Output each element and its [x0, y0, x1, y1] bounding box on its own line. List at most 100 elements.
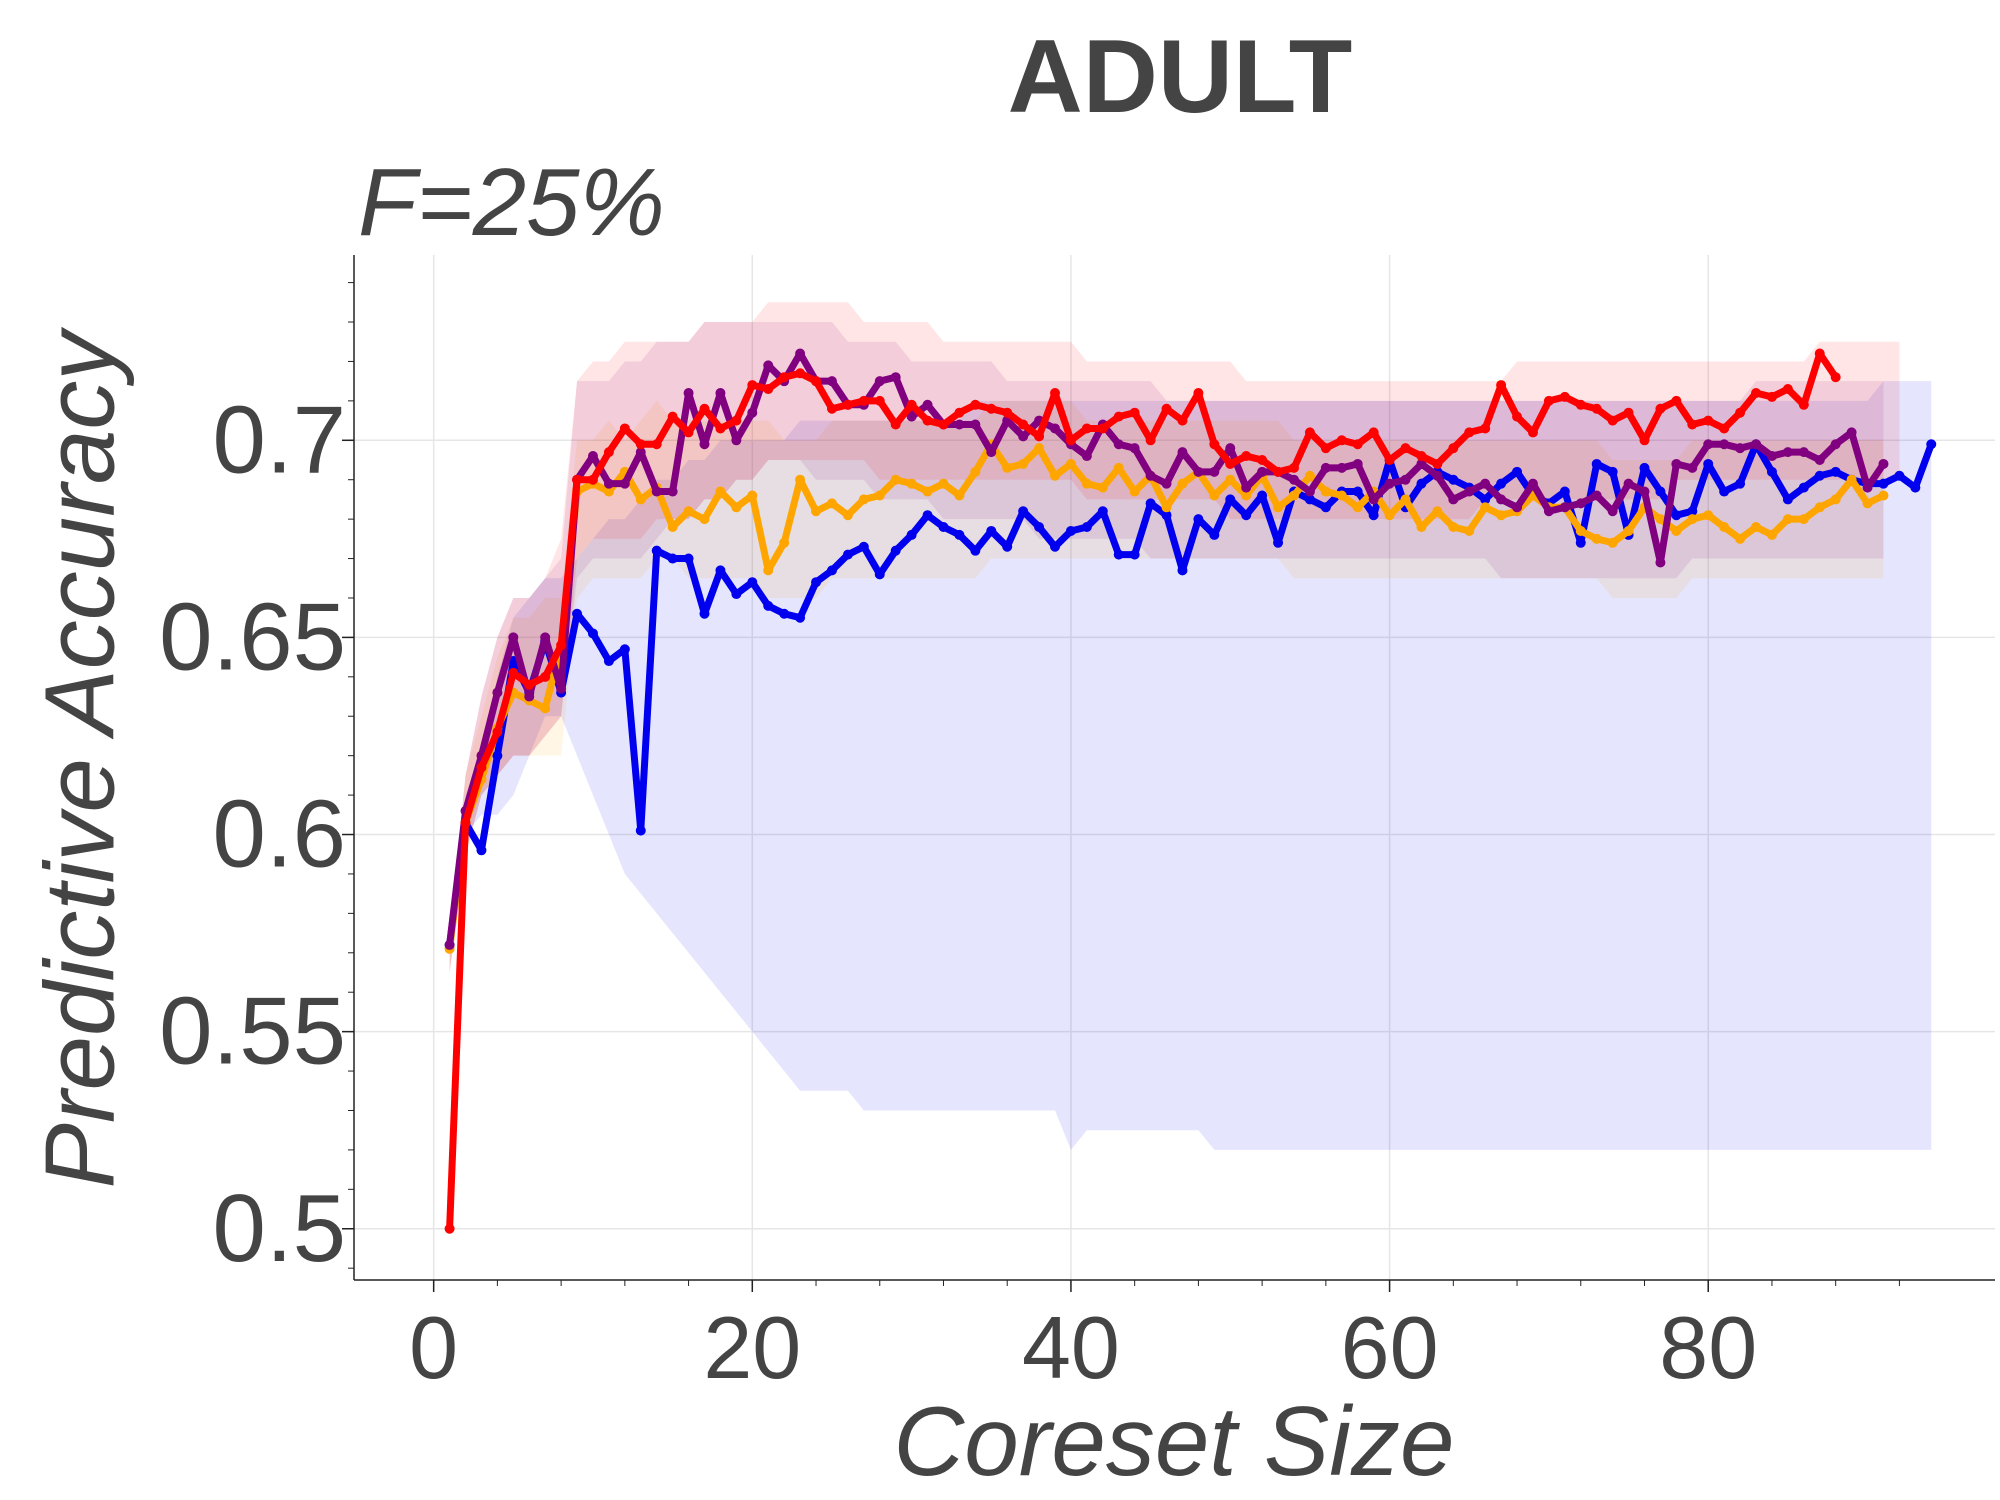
data-point	[1129, 549, 1140, 560]
data-point	[1543, 506, 1554, 517]
data-point	[1050, 470, 1061, 481]
data-point	[1416, 451, 1427, 462]
data-point	[1257, 466, 1268, 477]
data-point	[1559, 502, 1570, 513]
data-point	[1623, 525, 1634, 536]
data-point	[1304, 486, 1315, 497]
data-point	[1034, 522, 1045, 533]
data-point	[1623, 478, 1634, 489]
x-tick-label: 80	[1659, 1298, 1757, 1397]
data-point	[1830, 466, 1841, 477]
data-point	[1575, 399, 1586, 410]
data-point	[1798, 514, 1809, 525]
data-point	[715, 486, 726, 497]
data-point	[970, 399, 981, 410]
data-point	[1512, 411, 1523, 422]
data-point	[1432, 458, 1443, 469]
data-point	[1288, 462, 1299, 473]
data-point	[1814, 455, 1825, 465]
data-point	[922, 486, 933, 497]
data-point	[619, 423, 630, 434]
data-point	[603, 447, 614, 458]
confidence-band-4	[449, 302, 1900, 973]
data-point	[1145, 498, 1156, 509]
data-point	[1480, 478, 1491, 489]
data-point	[1002, 541, 1013, 552]
data-point	[1384, 455, 1395, 465]
data-point	[747, 380, 758, 391]
data-point	[731, 415, 742, 426]
data-point	[699, 608, 710, 619]
data-point	[858, 395, 869, 406]
data-point	[699, 403, 710, 414]
data-point	[1161, 502, 1172, 513]
data-point	[1862, 498, 1873, 509]
data-point	[1050, 387, 1061, 398]
x-tick-label: 40	[1022, 1298, 1120, 1397]
data-point	[476, 845, 487, 856]
data-point	[1368, 494, 1379, 505]
data-point	[858, 541, 869, 552]
data-point	[524, 679, 535, 690]
data-point	[1464, 525, 1475, 536]
data-point	[1830, 439, 1841, 450]
data-point	[906, 399, 917, 410]
series-line-4	[446, 350, 1840, 1233]
series-line-1	[446, 440, 1935, 949]
data-point	[492, 687, 503, 698]
data-point	[779, 537, 790, 548]
data-point	[1002, 407, 1013, 418]
data-point	[1209, 529, 1220, 540]
data-point	[667, 522, 678, 533]
data-point	[1512, 502, 1523, 513]
data-point	[954, 407, 965, 418]
data-point	[874, 376, 885, 387]
data-point	[1400, 443, 1411, 454]
data-point	[1050, 423, 1061, 434]
data-point	[890, 474, 901, 485]
grid-lines	[354, 255, 1995, 1280]
data-point	[747, 490, 758, 501]
data-point	[1193, 514, 1204, 525]
data-point	[938, 419, 949, 430]
data-point	[1018, 431, 1029, 442]
data-point	[540, 671, 551, 682]
data-point	[874, 569, 885, 580]
data-point	[795, 612, 806, 623]
data-point	[1304, 427, 1315, 438]
data-point	[1352, 439, 1363, 450]
data-point	[1607, 506, 1618, 517]
data-point	[731, 435, 742, 446]
data-point	[1018, 458, 1029, 469]
data-point	[1527, 427, 1538, 438]
data-point	[1065, 458, 1076, 469]
data-point	[811, 577, 822, 588]
data-point	[763, 360, 774, 371]
data-point	[1257, 455, 1268, 465]
data-point	[1639, 435, 1650, 446]
data-point	[1002, 462, 1013, 473]
data-point	[651, 545, 662, 556]
data-point	[1814, 502, 1825, 513]
data-point	[1448, 443, 1459, 454]
data-point	[1512, 466, 1523, 477]
data-point	[763, 384, 774, 395]
data-point	[1352, 458, 1363, 469]
data-point	[811, 506, 822, 517]
data-point	[1798, 482, 1809, 493]
data-point	[1320, 443, 1331, 454]
data-point	[1368, 427, 1379, 438]
data-point	[1703, 415, 1714, 426]
data-point	[1384, 478, 1395, 489]
data-point	[1655, 403, 1666, 414]
data-point	[1400, 474, 1411, 485]
data-point	[1432, 506, 1443, 517]
data-point	[1846, 474, 1857, 485]
data-point	[763, 565, 774, 576]
data-point	[1209, 490, 1220, 501]
data-point	[572, 474, 583, 485]
data-point	[906, 478, 917, 489]
data-point	[667, 553, 678, 564]
data-point	[1273, 466, 1284, 477]
